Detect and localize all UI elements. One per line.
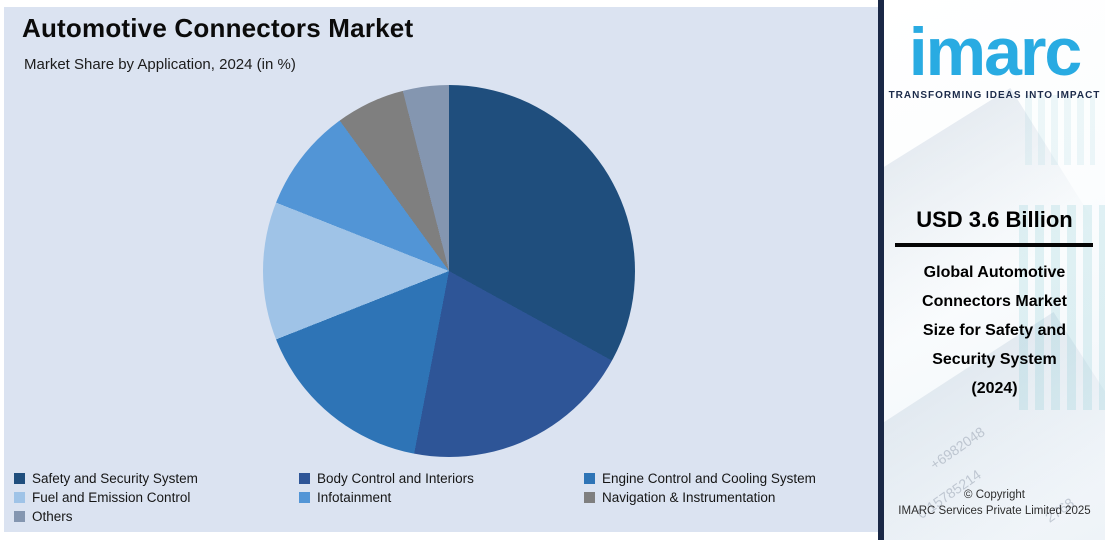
legend-swatch	[584, 492, 595, 503]
legend-label: Engine Control and Cooling System	[602, 471, 816, 486]
legend-swatch	[14, 492, 25, 503]
legend-label: Others	[32, 509, 73, 524]
legend-item-2: Engine Control and Cooling System	[584, 471, 872, 486]
legend-item-4: Infotainment	[299, 490, 584, 505]
legend-swatch	[299, 492, 310, 503]
chart-subtitle: Market Share by Application, 2024 (in %)	[24, 56, 296, 73]
caption-line: Security System	[932, 351, 1057, 368]
imarc-logo-wordmark: imarc	[908, 14, 1082, 90]
caption-line: Connectors Market	[922, 293, 1067, 310]
market-size-value: USD 3.6 Billion	[916, 207, 1073, 232]
copyright-line-2: IMARC Services Private Limited 2025	[898, 505, 1091, 517]
imarc-logo: imarc TRANSFORMING IDEAS INTO IMPACT	[884, 14, 1105, 101]
legend-label: Body Control and Interiors	[317, 471, 474, 486]
pie-chart	[263, 85, 635, 457]
imarc-logo-tagline: TRANSFORMING IDEAS INTO IMPACT	[888, 90, 1101, 101]
sidebar-texture-barchart-2	[1025, 95, 1095, 165]
legend-swatch	[299, 473, 310, 484]
legend-swatch	[14, 473, 25, 484]
legend-item-6: Others	[14, 509, 299, 524]
legend-label: Safety and Security System	[32, 471, 198, 486]
caption-line: Global Automotive	[923, 264, 1066, 281]
sidebar-accent-strip	[878, 0, 884, 540]
caption-line: Size for Safety and	[922, 322, 1067, 339]
legend-item-5: Navigation & Instrumentation	[584, 490, 872, 505]
sidebar-texture-barchart	[1019, 205, 1105, 410]
legend-item-3: Fuel and Emission Control	[14, 490, 299, 505]
market-size-caption: Global Automotive Connectors Market Size…	[892, 258, 1097, 403]
legend-label: Infotainment	[317, 490, 392, 505]
chart-panel: Automotive Connectors Market Market Shar…	[4, 7, 878, 532]
copyright-notice: © Copyright IMARC Services Private Limit…	[884, 487, 1105, 519]
chart-title: Automotive Connectors Market	[22, 13, 414, 43]
info-sidebar: +6982048 0.15785214 2768 imarc TRANSFORM…	[884, 0, 1105, 540]
chart-legend: Safety and Security System Body Control a…	[14, 471, 872, 524]
legend-label: Fuel and Emission Control	[32, 490, 191, 505]
legend-item-0: Safety and Security System	[14, 471, 299, 486]
copyright-line-1: © Copyright	[964, 489, 1025, 501]
legend-item-1: Body Control and Interiors	[299, 471, 584, 486]
legend-label: Navigation & Instrumentation	[602, 490, 776, 505]
legend-swatch	[14, 511, 25, 522]
caption-line: (2024)	[971, 380, 1018, 397]
legend-swatch	[584, 473, 595, 484]
divider-line	[895, 243, 1093, 247]
